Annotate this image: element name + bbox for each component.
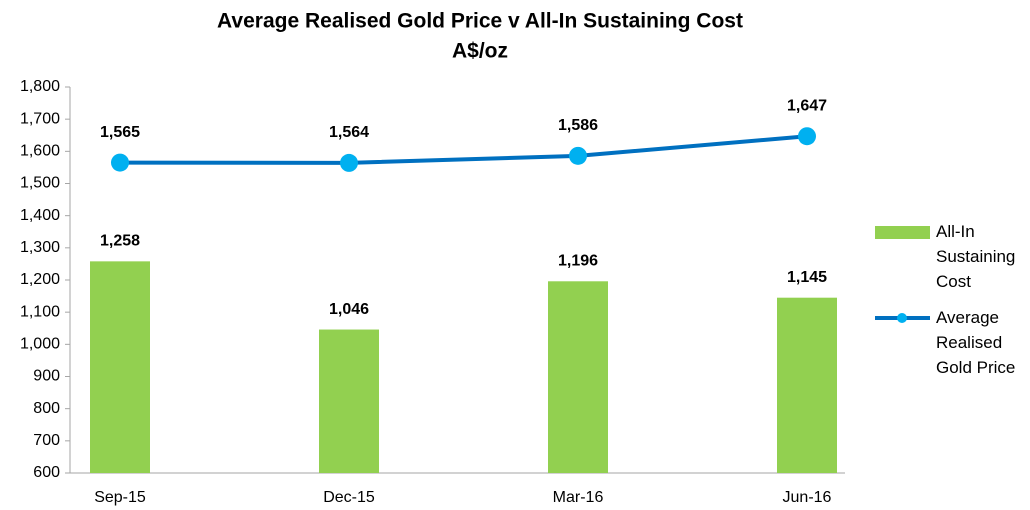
y-tick-label: 1,200 (20, 271, 60, 288)
value-label: 1,564 (329, 124, 369, 141)
bar (319, 329, 379, 473)
bar (777, 297, 837, 473)
value-label: 1,046 (329, 301, 369, 318)
bar (548, 281, 608, 473)
marker (798, 127, 816, 146)
x-tick-label: Jun-16 (783, 489, 832, 506)
y-tick-label: 900 (33, 368, 60, 385)
value-label: 1,647 (787, 97, 827, 114)
y-tick-label: 1,400 (20, 207, 60, 224)
bar (90, 261, 150, 473)
y-tick-label: 700 (33, 432, 60, 449)
y-tick-label: 1,100 (20, 303, 60, 320)
chart-title: Average Realised Gold Price v All-In Sus… (217, 10, 743, 33)
y-tick-label: 1,700 (20, 110, 60, 127)
x-tick-label: Mar-16 (553, 489, 604, 506)
y-tick-label: 800 (33, 400, 60, 417)
x-tick-label: Dec-15 (323, 489, 375, 506)
y-tick-label: 1,000 (20, 336, 60, 353)
value-label: 1,258 (100, 233, 140, 250)
legend-swatch (875, 226, 930, 239)
y-tick-label: 1,600 (20, 143, 60, 160)
marker (569, 146, 587, 165)
legend-label: All-In Sustaining Cost (936, 222, 1016, 291)
x-tick-label: Sep-15 (94, 489, 146, 506)
chart-subtitle: A$/oz (452, 40, 508, 63)
legend-marker (897, 313, 907, 323)
line (119, 134, 808, 165)
value-label: 1,565 (100, 124, 140, 141)
value-label: 1,196 (558, 253, 598, 270)
marker (340, 153, 358, 172)
y-tick-label: 1,500 (20, 175, 60, 192)
legend-label: Average Realised Gold Price (936, 308, 1016, 377)
y-tick-label: 1,800 (20, 78, 60, 95)
value-label: 1,586 (558, 117, 598, 134)
value-label: 1,145 (787, 269, 827, 286)
marker (111, 153, 129, 172)
y-tick-label: 600 (33, 464, 60, 481)
y-tick-label: 1,300 (20, 239, 60, 256)
